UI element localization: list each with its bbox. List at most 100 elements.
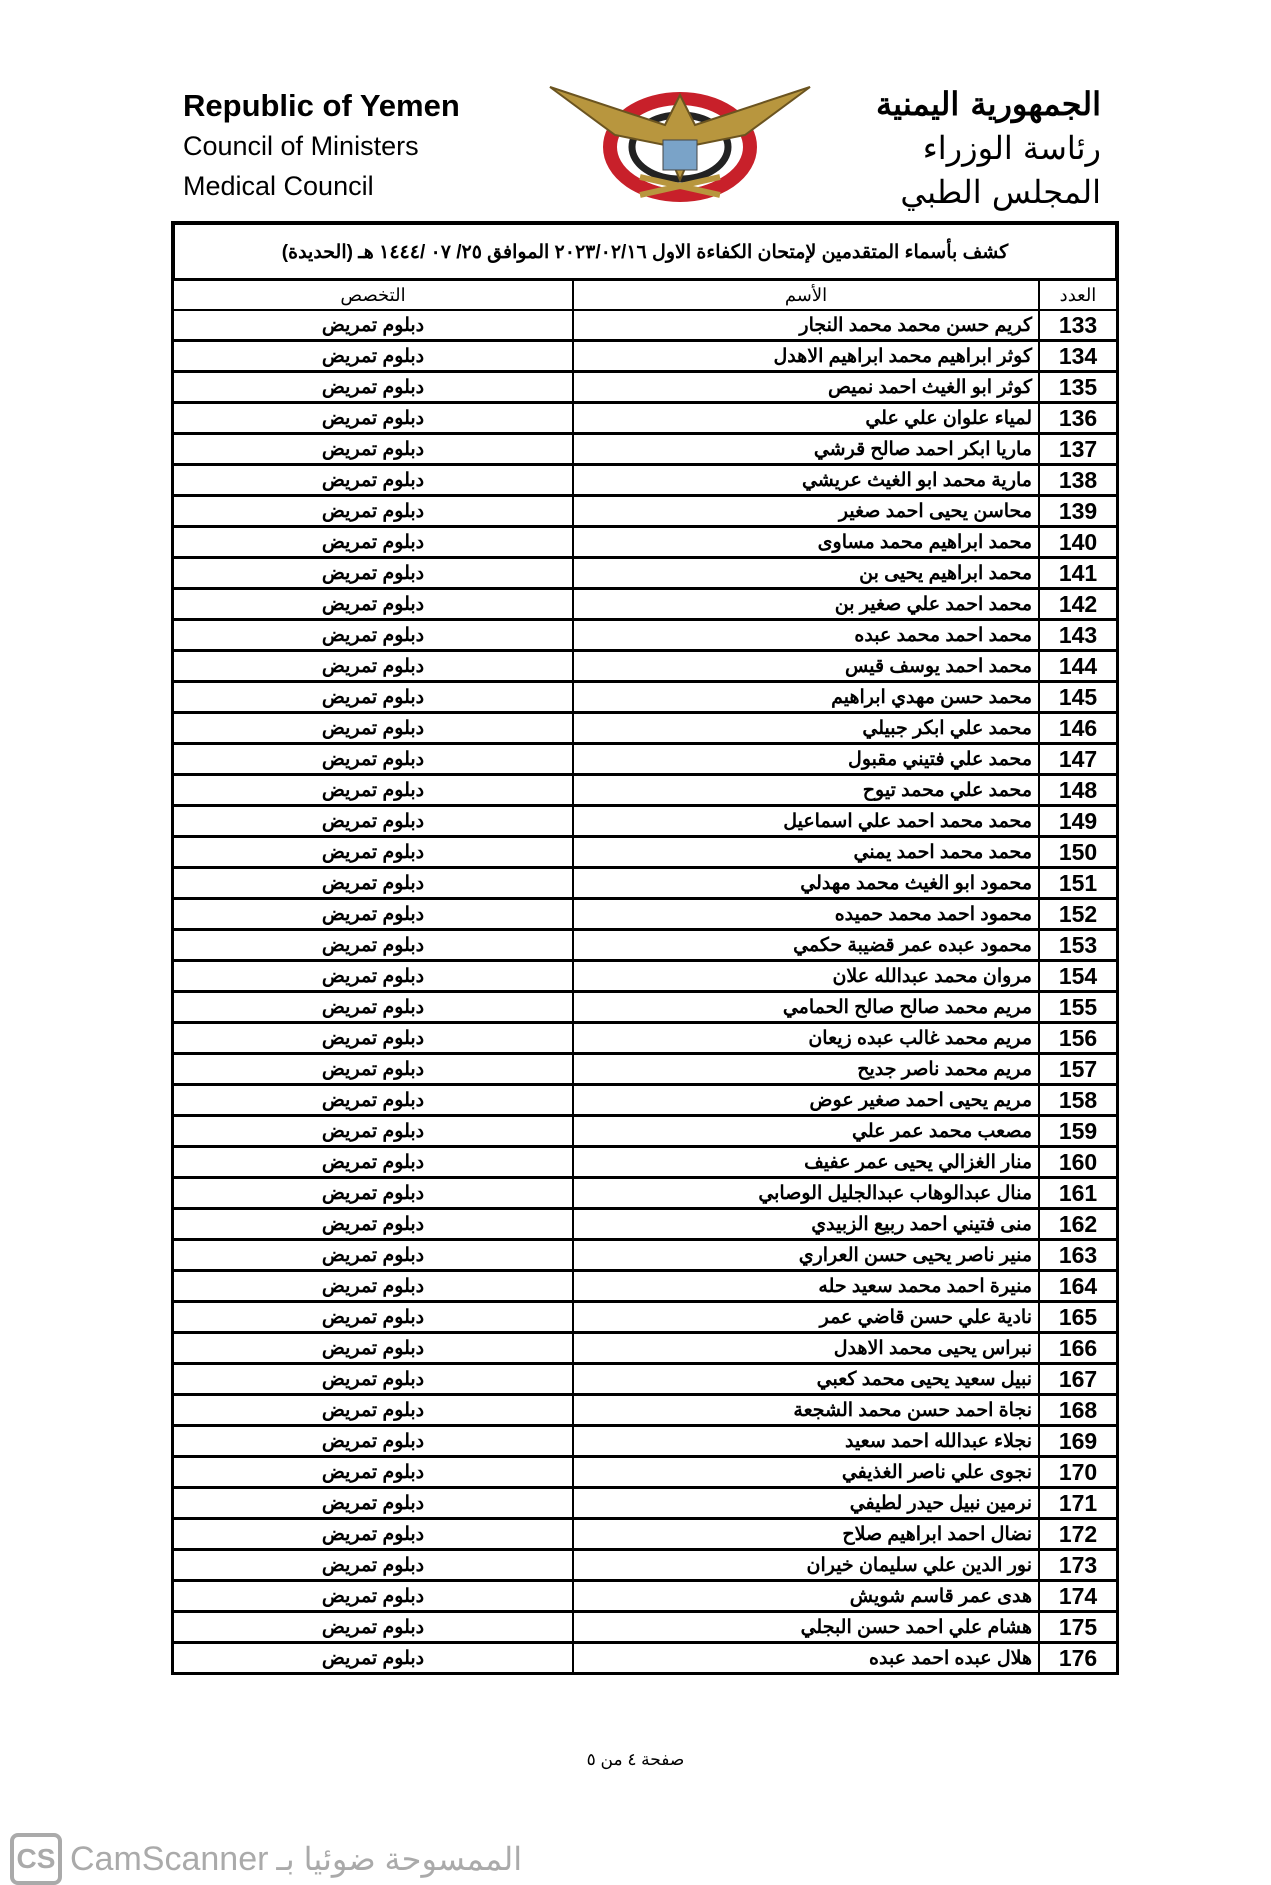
specialty: دبلوم تمريض <box>171 1424 574 1458</box>
table-row: 155 مريم محمد صالح صالح الحمامي دبلوم تمري… <box>171 990 1119 1024</box>
table-row: 139 محاسن يحيى احمد صغير دبلوم تمريض <box>171 494 1119 528</box>
table-row: 149 محمد محمد احمد علي اسماعيل دبلوم تمريض <box>171 804 1119 838</box>
applicant-name: محمد علي ابكر جبيلي <box>572 711 1040 745</box>
table-row: 176 هلال عبده احمد عبده دبلوم تمريض <box>171 1641 1119 1675</box>
applicant-name: محمد حسن مهدي ابراهيم <box>572 680 1040 714</box>
row-number: 159 <box>1038 1114 1119 1148</box>
row-number: 135 <box>1038 370 1119 404</box>
applicant-name: محمد محمد احمد يمني <box>572 835 1040 869</box>
table-row: 169 نجلاء عبدالله احمد سعيد دبلوم تمريض <box>171 1424 1119 1458</box>
applicant-name: مروان محمد عبدالله علان <box>572 959 1040 993</box>
table-row: 175 هشام علي احمد حسن البجلي دبلوم تمريض <box>171 1610 1119 1644</box>
row-number: 156 <box>1038 1021 1119 1055</box>
specialty: دبلوم تمريض <box>171 928 574 962</box>
table-row: 134 كوثر ابراهيم محمد ابراهيم الاهدل دبلوم… <box>171 339 1119 373</box>
table-row: 151 محمود ابو الغيث محمد مهدلي دبلوم تمريض <box>171 866 1119 900</box>
row-number: 142 <box>1038 587 1119 621</box>
row-number: 151 <box>1038 866 1119 900</box>
specialty: دبلوم تمريض <box>171 773 574 807</box>
row-number: 144 <box>1038 649 1119 683</box>
table-row: 154 مروان محمد عبدالله علان دبلوم تمريض <box>171 959 1119 993</box>
column-specialty: التخصص <box>171 278 574 311</box>
row-number: 158 <box>1038 1083 1119 1117</box>
table-row: 172 نضال احمد ابراهيم صلاح دبلوم تمريض <box>171 1517 1119 1551</box>
row-number: 133 <box>1038 309 1119 342</box>
specialty: دبلوم تمريض <box>171 1486 574 1520</box>
table-row: 164 منيرة احمد محمد سعيد حله دبلوم تمريض <box>171 1269 1119 1303</box>
row-number: 138 <box>1038 463 1119 497</box>
specialty: دبلوم تمريض <box>171 1083 574 1117</box>
specialty: دبلوم تمريض <box>171 1517 574 1551</box>
table-row: 143 محمد احمد محمد عبده دبلوم تمريض <box>171 618 1119 652</box>
letterhead-council-ar: رئاسة الوزراء <box>922 129 1101 167</box>
table-row: 150 محمد محمد احمد يمني دبلوم تمريض <box>171 835 1119 869</box>
applicant-name: كريم حسن محمد محمد النجار <box>572 309 1040 342</box>
row-number: 153 <box>1038 928 1119 962</box>
row-number: 149 <box>1038 804 1119 838</box>
applicant-name: منال عبدالوهاب عبدالجليل الوصابي <box>572 1176 1040 1210</box>
applicant-name: محمد احمد محمد عبده <box>572 618 1040 652</box>
table-row: 156 مريم محمد غالب عبده زيعان دبلوم تمريض <box>171 1021 1119 1055</box>
specialty: دبلوم تمريض <box>171 1300 574 1334</box>
specialty: دبلوم تمريض <box>171 525 574 559</box>
applicant-name: منى فتيني احمد ربيع الزبيدي <box>572 1207 1040 1241</box>
table-row: 158 مريم يحيى احمد صغير عوض دبلوم تمريض <box>171 1083 1119 1117</box>
row-number: 154 <box>1038 959 1119 993</box>
row-number: 165 <box>1038 1300 1119 1334</box>
applicant-name: مريم محمد غالب عبده زيعان <box>572 1021 1040 1055</box>
applicant-name: مريم محمد ناصر جديح <box>572 1052 1040 1086</box>
table-row: 137 ماريا ابكر احمد صالح قرشي دبلوم تمريض <box>171 432 1119 466</box>
applicant-name: نبراس يحيى محمد الاهدل <box>572 1331 1040 1365</box>
applicant-name: هشام علي احمد حسن البجلي <box>572 1610 1040 1644</box>
applicant-name: مريم يحيى احمد صغير عوض <box>572 1083 1040 1117</box>
applicant-name: محمود عبده عمر قضيبة حكمي <box>572 928 1040 962</box>
row-number: 134 <box>1038 339 1119 373</box>
row-number: 161 <box>1038 1176 1119 1210</box>
specialty: دبلوم تمريض <box>171 1114 574 1148</box>
specialty: دبلوم تمريض <box>171 866 574 900</box>
table-row: 142 محمد احمد علي صغير بن دبلوم تمريض <box>171 587 1119 621</box>
table-row: 135 كوثر ابو الغيث احمد نميص دبلوم تمريض <box>171 370 1119 404</box>
row-number: 172 <box>1038 1517 1119 1551</box>
table-row: 146 محمد علي ابكر جبيلي دبلوم تمريض <box>171 711 1119 745</box>
watermark-name: CamScanner <box>70 1839 269 1878</box>
row-number: 176 <box>1038 1641 1119 1675</box>
specialty: دبلوم تمريض <box>171 649 574 683</box>
applicant-name: مصعب محمد عمر علي <box>572 1114 1040 1148</box>
table-row: 140 محمد ابراهيم محمد مساوى دبلوم تمريض <box>171 525 1119 559</box>
applicant-name: نور الدين علي سليمان خيران <box>572 1548 1040 1582</box>
letterhead-country-ar: الجمهورية اليمنية <box>876 85 1101 123</box>
applicants-table: العدد الأسم التخصص 133 كريم حسن محمد محمد… <box>171 278 1119 1675</box>
applicant-name: نضال احمد ابراهيم صلاح <box>572 1517 1040 1551</box>
row-number: 146 <box>1038 711 1119 745</box>
row-number: 171 <box>1038 1486 1119 1520</box>
applicant-name: محمد احمد علي صغير بن <box>572 587 1040 621</box>
letterhead-medical-ar: المجلس الطبي <box>900 173 1101 211</box>
table-header-row: العدد الأسم التخصص <box>171 278 1119 311</box>
table-row: 168 نجاة احمد حسن محمد الشجعة دبلوم تمريض <box>171 1393 1119 1427</box>
table-row: 167 نبيل سعيد يحيى محمد كعبي دبلوم تمريض <box>171 1362 1119 1396</box>
column-name: الأسم <box>572 278 1040 311</box>
table-row: 148 محمد علي محمد تيوح دبلوم تمريض <box>171 773 1119 807</box>
applicant-name: منير ناصر يحيى حسن العراري <box>572 1238 1040 1272</box>
row-number: 160 <box>1038 1145 1119 1179</box>
table-row: 171 نرمين نبيل حيدر لطيفي دبلوم تمريض <box>171 1486 1119 1520</box>
applicant-name: محاسن يحيى احمد صغير <box>572 494 1040 528</box>
row-number: 150 <box>1038 835 1119 869</box>
row-number: 141 <box>1038 556 1119 590</box>
specialty: دبلوم تمريض <box>171 742 574 776</box>
applicant-name: هلال عبده احمد عبده <box>572 1641 1040 1675</box>
specialty: دبلوم تمريض <box>171 494 574 528</box>
table-row: 147 محمد علي فتيني مقبول دبلوم تمريض <box>171 742 1119 776</box>
row-number: 143 <box>1038 618 1119 652</box>
applicant-name: منار الغزالي يحيى عمر عفيف <box>572 1145 1040 1179</box>
applicant-name: كوثر ابو الغيث احمد نميص <box>572 370 1040 404</box>
table-row: 163 منير ناصر يحيى حسن العراري دبلوم تمريض <box>171 1238 1119 1272</box>
letterhead-country: Republic of Yemen <box>183 88 460 123</box>
row-number: 164 <box>1038 1269 1119 1303</box>
row-number: 137 <box>1038 432 1119 466</box>
table-row: 138 مارية محمد ابو الغيث عريشي دبلوم تمريض <box>171 463 1119 497</box>
applicant-name: نجاة احمد حسن محمد الشجعة <box>572 1393 1040 1427</box>
table-row: 170 نجوى علي ناصر الغذيفي دبلوم تمريض <box>171 1455 1119 1489</box>
row-number: 162 <box>1038 1207 1119 1241</box>
